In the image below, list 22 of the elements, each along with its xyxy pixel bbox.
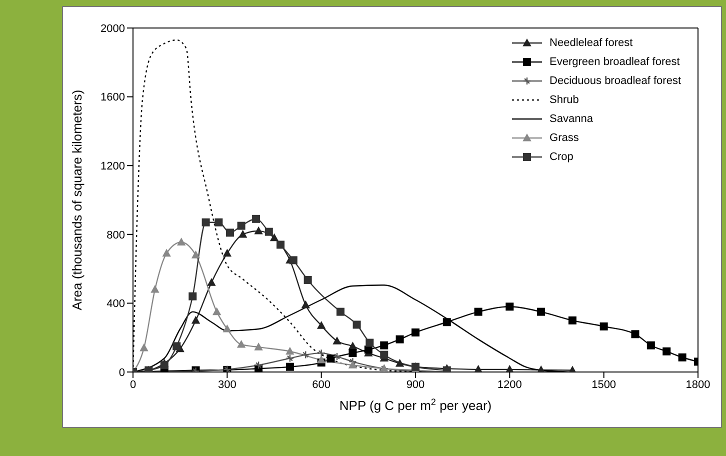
legend-label: Grass (550, 132, 579, 144)
legend-label: Evergreen broadleaf forest (550, 56, 680, 68)
y-tick-label: 800 (106, 229, 125, 242)
legend-label: Savanna (550, 112, 593, 124)
y-axis-title: Area (thousands of square kilometers) (70, 90, 85, 310)
x-tick-label: 1200 (497, 378, 522, 391)
y-tick-label: 2000 (100, 22, 125, 35)
x-tick-label: 1800 (686, 378, 710, 391)
legend-label: Shrub (550, 94, 579, 106)
legend-label: Crop (550, 150, 574, 162)
y-tick-label: 1200 (100, 160, 125, 173)
x-tick-label: 0 (130, 378, 136, 391)
x-tick-label: 600 (312, 378, 331, 391)
legend-label: Needleleaf forest (550, 36, 633, 48)
x-axis-title: NPP (g C per m$^{2}$ per year) (339, 397, 492, 413)
y-tick-label: 0 (118, 366, 125, 379)
x-tick-label: 1500 (592, 378, 616, 391)
legend-label: Deciduous broadleaf forest (550, 74, 681, 86)
x-tick-label: 900 (406, 378, 425, 391)
y-tick-label: 1600 (100, 92, 125, 104)
y-tick-label: 400 (106, 298, 125, 310)
x-tick-label: 300 (218, 378, 236, 391)
